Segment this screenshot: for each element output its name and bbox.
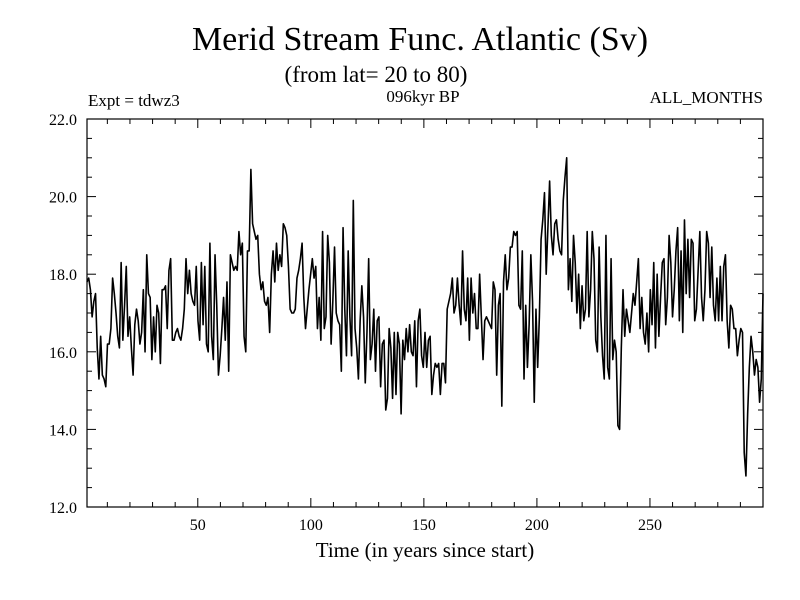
y-tick-label: 16.0 <box>49 345 77 362</box>
y-tick-label: 14.0 <box>49 422 77 439</box>
period-label: 096kyr BP <box>386 87 459 106</box>
x-tick-label: 150 <box>412 517 436 534</box>
plot-frame <box>86 118 764 508</box>
series-line <box>86 157 764 477</box>
y-tick-label: 18.0 <box>49 267 77 284</box>
chart-subtitle: (from lat= 20 to 80) <box>285 62 468 87</box>
x-tick-label: 100 <box>299 517 323 534</box>
experiment-label: Expt = tdwz3 <box>88 91 180 110</box>
months-label: ALL_MONTHS <box>650 88 763 107</box>
x-axis-ticks: 50 100 150 200 250 <box>190 517 662 534</box>
x-tick-label: 50 <box>190 517 206 534</box>
y-tick-label: 12.0 <box>49 500 77 517</box>
y-tick-label: 20.0 <box>49 190 77 207</box>
y-axis-ticks: 12.0 14.0 16.0 18.0 20.0 22.0 <box>49 112 77 517</box>
y-tick-label: 22.0 <box>49 112 77 129</box>
minor-ticks <box>87 119 763 507</box>
x-axis-label: Time (in years since start) <box>316 538 535 562</box>
x-tick-label: 200 <box>525 517 549 534</box>
chart-title: Merid Stream Func. Atlantic (Sv) <box>192 21 648 58</box>
x-tick-label: 250 <box>638 517 662 534</box>
